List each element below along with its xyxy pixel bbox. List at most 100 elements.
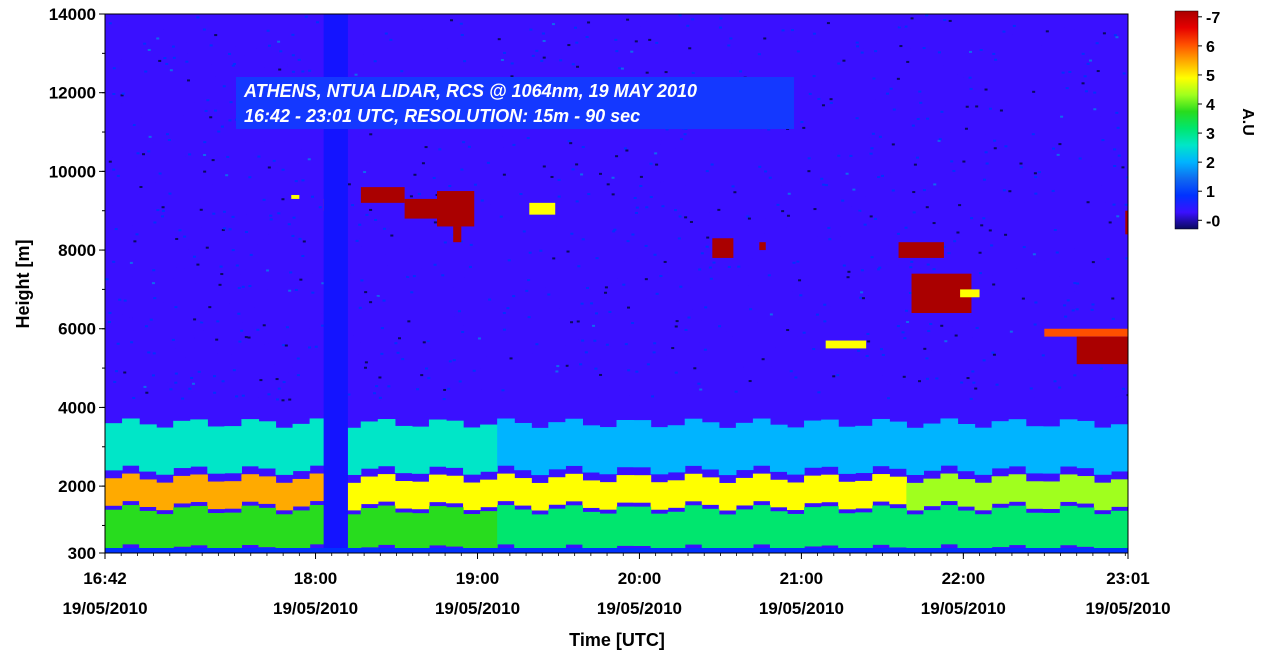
noise-pixel (800, 121, 804, 124)
noise-pixel (112, 238, 116, 241)
noise-pixel (185, 60, 189, 63)
noise-pixel (373, 60, 377, 63)
layer-cell (701, 508, 720, 549)
noise-pixel (767, 158, 771, 161)
layer-cell (735, 509, 754, 549)
noise-pixel (876, 43, 880, 46)
noise-pixel (301, 179, 305, 182)
noise-pixel (609, 49, 613, 52)
layer-cell (889, 508, 907, 548)
noise-pixel (1113, 34, 1117, 37)
noise-pixel (700, 252, 704, 255)
noise-pixel (278, 68, 282, 71)
noise-pixel (1075, 308, 1079, 311)
layer-cell (974, 514, 993, 553)
noise-pixel (717, 208, 721, 211)
noise-pixel (1004, 233, 1008, 236)
noise-pixel (605, 343, 609, 346)
noise-pixel (1034, 176, 1038, 179)
noise-pixel (885, 243, 889, 246)
noise-pixel (849, 359, 853, 362)
noise-pixel (978, 272, 982, 275)
noise-pixel (767, 128, 771, 131)
noise-pixel (1004, 145, 1008, 148)
layer-cell (1025, 481, 1044, 509)
noise-pixel (257, 244, 261, 247)
noise-pixel (133, 240, 137, 243)
layer-cell (514, 478, 532, 506)
noise-pixel (598, 395, 602, 398)
noise-pixel (360, 279, 364, 282)
noise-pixel (594, 312, 598, 315)
noise-pixel (483, 354, 487, 357)
layer-cell (139, 510, 157, 551)
noise-pixel (613, 140, 617, 143)
noise-pixel (660, 181, 664, 184)
noise-pixel (497, 38, 501, 41)
noise-pixel (781, 29, 785, 32)
noise-pixel (110, 221, 114, 224)
noise-pixel (385, 254, 389, 257)
noise-pixel (208, 62, 212, 65)
noise-pixel (778, 183, 782, 186)
noise-pixel (599, 373, 603, 376)
noise-pixel (896, 325, 900, 328)
noise-pixel (453, 287, 457, 290)
noise-pixel (1029, 387, 1033, 390)
noise-pixel (649, 195, 653, 198)
noise-pixel (1112, 203, 1116, 206)
noise-pixel (135, 233, 139, 236)
layer-cell (701, 477, 720, 505)
layer-cell (173, 507, 191, 547)
noise-pixel (857, 119, 861, 122)
noise-pixel (260, 386, 264, 389)
noise-pixel (557, 208, 561, 211)
layer-cell (463, 482, 481, 511)
noise-pixel (1111, 297, 1115, 300)
noise-pixel (634, 40, 638, 43)
noise-pixel (971, 370, 975, 373)
noise-pixel (822, 207, 826, 210)
noise-pixel (950, 130, 954, 133)
layer-cell (957, 510, 976, 550)
noise-pixel (1113, 148, 1117, 151)
noise-pixel (472, 30, 476, 33)
layer-cell (650, 482, 669, 510)
noise-pixel (151, 374, 155, 377)
layer-cell (207, 513, 225, 553)
annotation-line-1: ATHENS, NTUA LIDAR, RCS @ 1064nm, 19 MAY… (243, 81, 697, 101)
noise-pixel (255, 175, 259, 178)
noise-pixel (925, 377, 929, 380)
layer-cell (769, 511, 788, 551)
noise-pixel (752, 375, 756, 378)
layer-cell (497, 473, 515, 502)
noise-pixel (654, 268, 658, 271)
noise-pixel (1045, 30, 1049, 33)
noise-pixel (612, 230, 616, 233)
layer-cell (769, 424, 788, 472)
noise-pixel (291, 70, 295, 73)
noise-pixel (463, 60, 467, 63)
cloud-patch (825, 340, 867, 349)
noise-pixel (786, 329, 790, 332)
noise-pixel (473, 183, 477, 186)
noise-pixel (312, 273, 316, 276)
layer-cell (428, 506, 447, 546)
noise-pixel (1096, 267, 1100, 270)
noise-pixel (285, 372, 289, 375)
noise-pixel (238, 340, 242, 343)
noise-pixel (954, 334, 958, 337)
noise-pixel (688, 47, 692, 50)
noise-pixel (466, 68, 470, 71)
noise-pixel (580, 302, 584, 305)
layer-cell (122, 505, 140, 545)
noise-pixel (987, 365, 991, 368)
layer-cell (787, 513, 805, 553)
layer-cell (428, 419, 447, 467)
noise-pixel (988, 133, 992, 136)
colorbar-tick-label: 1 (1206, 184, 1215, 201)
noise-pixel (896, 232, 900, 235)
noise-pixel (214, 100, 218, 103)
noise-pixel (196, 263, 200, 266)
noise-pixel (817, 236, 821, 239)
